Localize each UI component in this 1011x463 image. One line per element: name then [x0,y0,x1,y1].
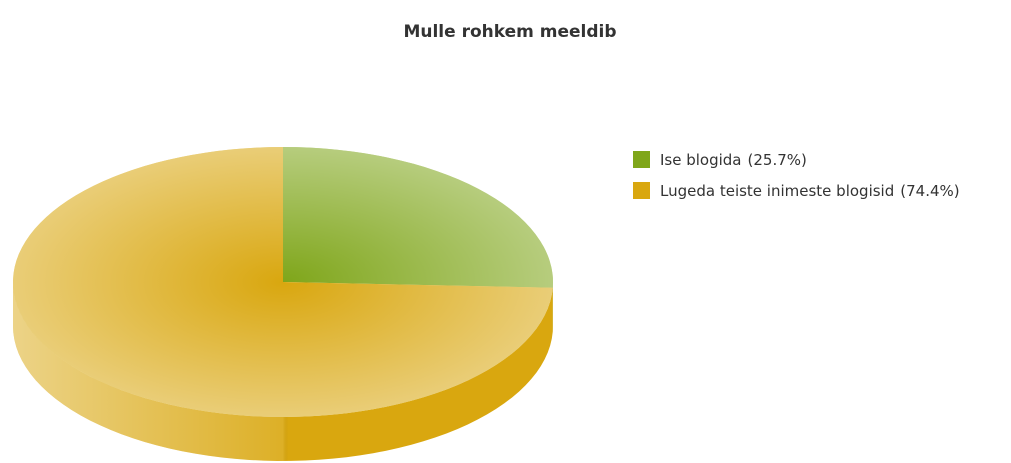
legend-swatch [633,182,650,199]
legend-swatch [633,151,650,168]
pie-side-shade [13,282,553,461]
legend-name: Ise blogida [660,151,742,169]
pie-slice-shine [283,147,553,288]
legend-value: (25.7%) [748,151,807,169]
chart-title: Mulle rohkem meeldib [403,22,616,42]
legend-label: Lugeda teiste inimeste blogisid (74.4%) [660,182,960,200]
legend-name: Lugeda teiste inimeste blogisid [660,182,894,200]
legend-label: Ise blogida (25.7%) [660,151,807,169]
pie-slice-shine [13,147,553,417]
legend-value: (74.4%) [900,182,959,200]
